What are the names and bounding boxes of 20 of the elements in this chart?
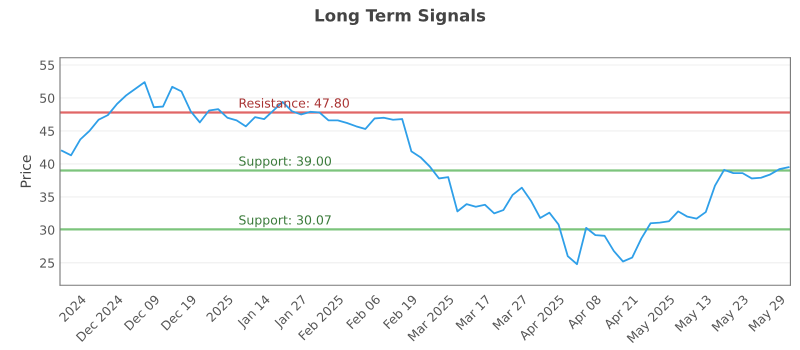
x-tick-label: Dec 19 [160,294,197,331]
x-tick-label: Dec 09 [124,294,160,331]
x-tick-label: Apr 08 [566,294,604,332]
x-tick-label: Mar 27 [492,294,528,330]
chart-title: Long Term Signals [316,8,486,26]
y-tick-label: 35 [40,192,54,202]
ref-line-label: Support: 30.07 [239,215,331,228]
y-tick-label: 50 [40,93,54,103]
line-series [60,81,790,266]
x-tick-label: Jan 14 [236,294,272,330]
y-tick-label: 25 [40,258,54,268]
y-tick-label: 45 [40,126,54,136]
y-tick-label: 40 [40,159,54,169]
ref-line-label: Support: 39.00 [239,156,332,168]
y-axis-title: Price [20,155,31,188]
x-tick-label: Feb 19 [382,294,418,330]
y-tick-label: 55 [40,60,54,70]
y-tick-label: 30 [40,225,54,235]
x-tick-label: Feb 06 [346,294,381,330]
x-tick-label: Mar 17 [455,294,492,330]
